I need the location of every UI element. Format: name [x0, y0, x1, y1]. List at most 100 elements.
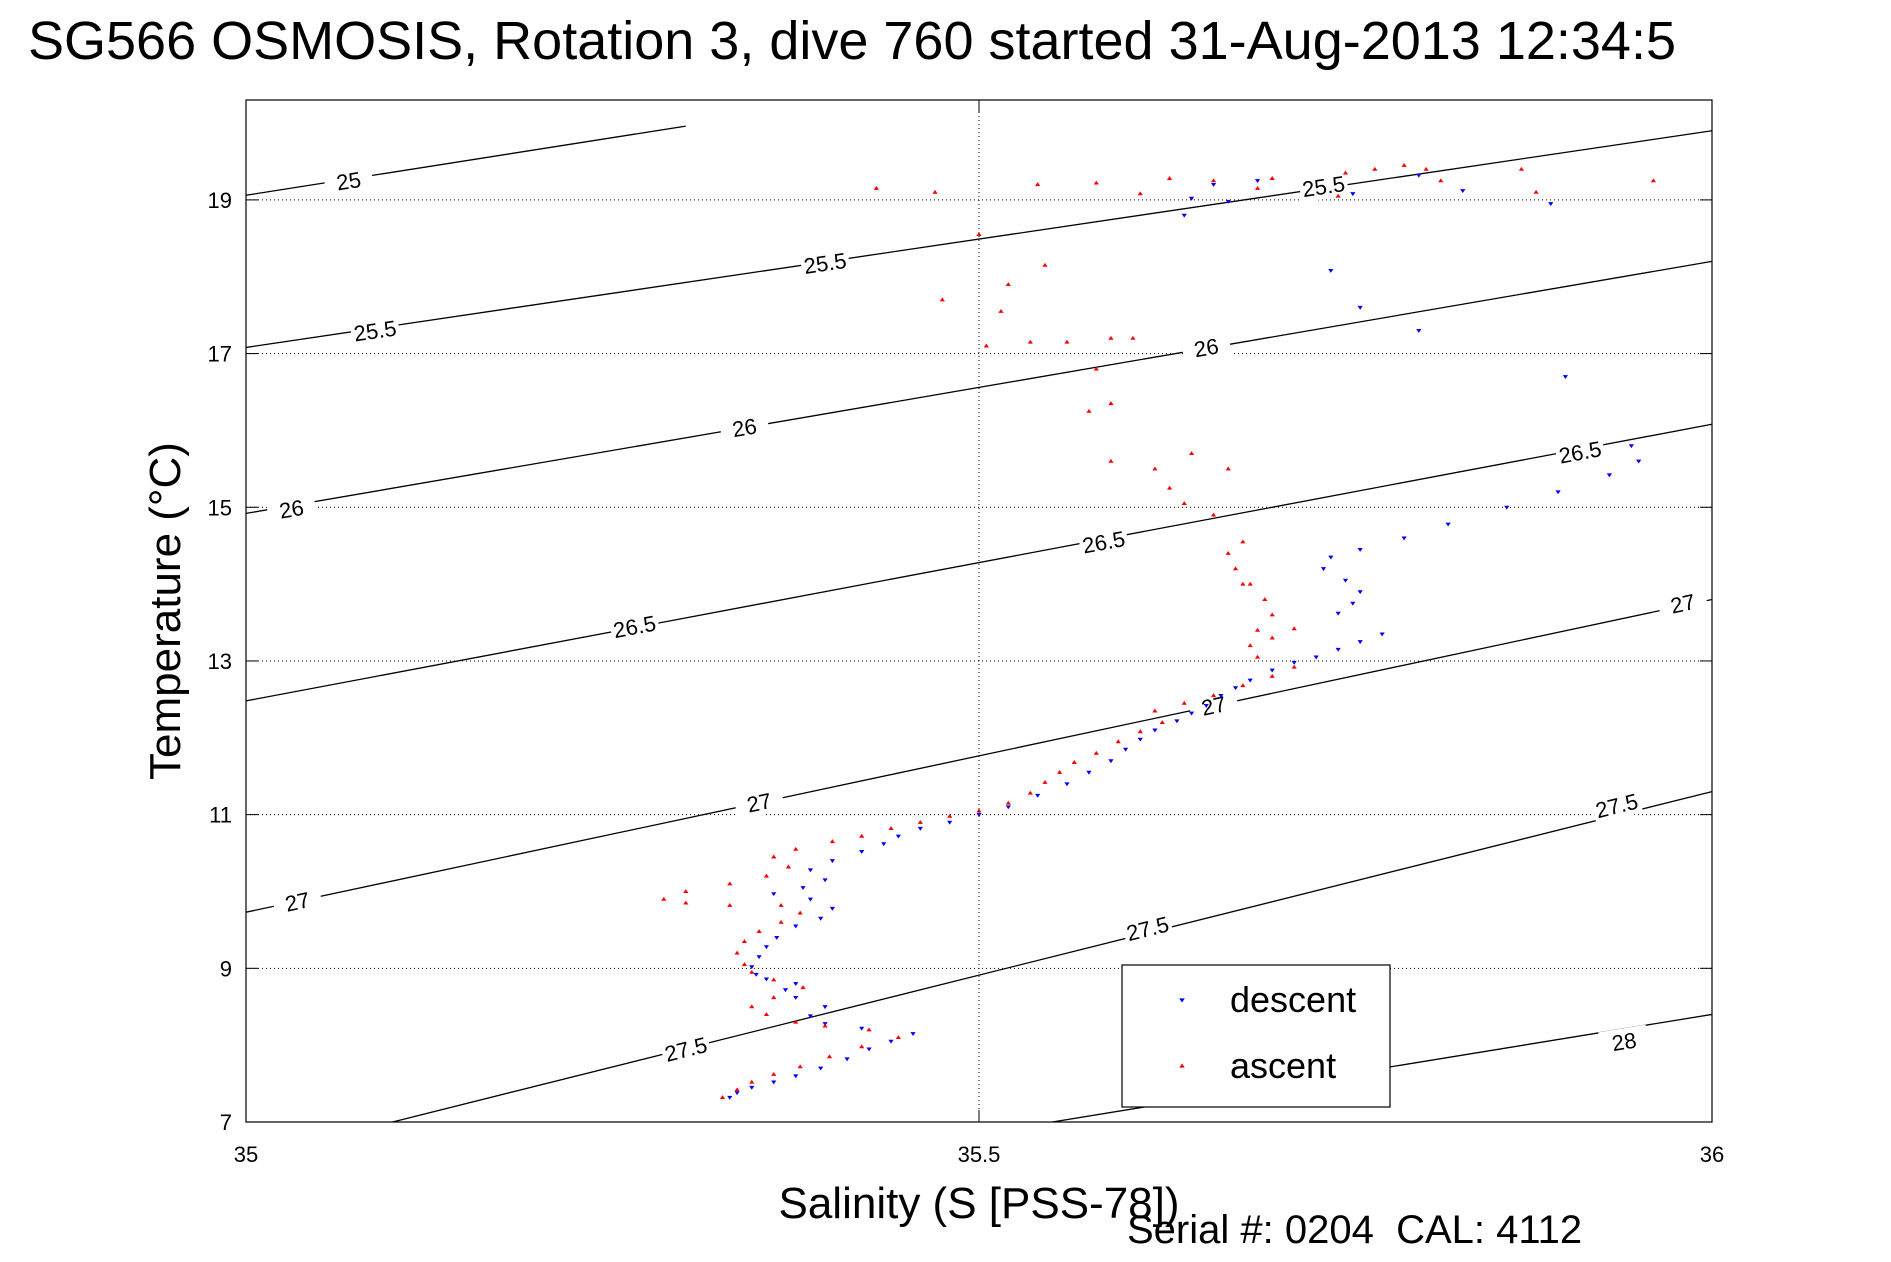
descent-point: [844, 1057, 850, 1062]
contour-label: 27: [283, 887, 312, 917]
ascent-point: [756, 929, 762, 933]
ascent-point: [683, 889, 689, 894]
descent-point: [1108, 759, 1114, 764]
descent-point: [1445, 522, 1451, 527]
contour-label: 27: [1668, 589, 1697, 619]
ascent-point: [1262, 597, 1268, 602]
descent-point: [771, 1080, 777, 1085]
descent-point: [1416, 328, 1422, 333]
ascent-point: [1130, 335, 1136, 340]
contour-label: 27.5: [1593, 789, 1641, 824]
ascent-point: [1225, 466, 1231, 471]
descent-point: [1350, 601, 1356, 606]
ascent-point: [1166, 176, 1173, 180]
descent-point: [1628, 444, 1634, 449]
ascent-point: [771, 977, 777, 982]
descent-point: [1357, 640, 1363, 645]
ascent-point: [1518, 166, 1525, 171]
serial-cal-label: Serial #: 0204 CAL: 4112: [1127, 1208, 1583, 1252]
contour-label-bg: [1297, 169, 1350, 203]
descent-point: [1086, 770, 1092, 775]
descent-point: [749, 1085, 755, 1090]
descent-point: [1210, 182, 1217, 187]
descent-point: [1379, 632, 1385, 637]
ascent-point: [1269, 635, 1275, 640]
descent-point: [1636, 459, 1642, 464]
descent-point: [1555, 490, 1561, 495]
descent-point: [763, 945, 770, 950]
descent-point: [749, 965, 755, 970]
ascent-point: [1093, 750, 1099, 755]
ascent-point: [1005, 282, 1011, 286]
ascent-point: [859, 833, 865, 838]
ascent-point: [771, 995, 777, 1000]
ascent-point: [1254, 186, 1261, 190]
descent-point: [818, 916, 824, 921]
ascent-point: [749, 1079, 755, 1084]
ascent-point: [741, 962, 748, 967]
descent-point: [1254, 179, 1261, 184]
x-tick-label: 35: [234, 1142, 258, 1167]
descent-point: [756, 955, 762, 960]
contour-label: 27.5: [1124, 912, 1172, 947]
ascent-point: [1064, 339, 1070, 344]
y-axis-label: Temperature (°C): [141, 442, 190, 780]
ascent-point: [866, 1027, 872, 1032]
contour-label-bg: [718, 410, 771, 445]
ascent-point: [1240, 683, 1246, 688]
ascent-point: [785, 864, 792, 869]
x-axis-label: Salinity (S [PSS-78]): [778, 1179, 1179, 1228]
ascent-point: [1210, 693, 1217, 698]
ascent-point: [1027, 339, 1033, 344]
contour-label-bg: [1554, 434, 1607, 470]
contour-label-bg: [1121, 909, 1175, 947]
contour-label-bg: [349, 314, 401, 347]
ascent-point: [1533, 189, 1539, 194]
descent-point: [807, 897, 814, 902]
ascent-point: [793, 846, 799, 851]
descent-point: [818, 1066, 824, 1071]
descent-point: [1247, 678, 1253, 683]
density-contours: 2525.525.525.526262626.526.526.527272727…: [246, 125, 1712, 1122]
data-points: [661, 162, 1656, 1100]
ascent-point: [661, 896, 667, 901]
ascent-point: [939, 297, 945, 302]
descent-point: [753, 972, 759, 977]
descent-point: [1291, 660, 1297, 665]
ascent-point: [1005, 800, 1011, 805]
descent-point: [829, 906, 835, 911]
ascent-point: [1342, 170, 1349, 175]
descent-point: [829, 859, 835, 864]
contour-label-bg: [608, 609, 661, 644]
descent-point: [1401, 536, 1407, 541]
descent-point: [1562, 375, 1568, 379]
descent-point: [881, 842, 887, 847]
contour-label: 28: [1610, 1028, 1638, 1057]
contour-label: 26.5: [611, 611, 658, 644]
contour-label-bg: [1187, 687, 1240, 724]
legend-box: [1121, 964, 1391, 1108]
y-tick-label: 7: [220, 1110, 232, 1135]
contour-label-bg: [1077, 524, 1130, 560]
ascent-point: [1210, 512, 1217, 517]
ascent-point: [771, 1072, 777, 1076]
ascent-point: [1269, 176, 1275, 180]
ascent-point: [749, 969, 755, 974]
ascent-point: [1071, 760, 1077, 764]
descent-point: [1005, 805, 1011, 810]
density-contour-line: [392, 790, 1712, 1122]
contour-label-bg: [1656, 585, 1709, 622]
contour-label-bg: [1590, 786, 1644, 824]
descent-point: [793, 995, 799, 1000]
density-contour-line: [246, 598, 1712, 913]
contour-label: 26: [1192, 334, 1220, 363]
ascent-point: [1108, 401, 1114, 406]
ascent-point: [1152, 466, 1158, 471]
ascent-point: [1254, 654, 1261, 659]
ascent-point: [932, 189, 938, 194]
descent-point: [895, 834, 901, 839]
ascent-point: [895, 1035, 901, 1040]
descent-point: [774, 936, 780, 940]
y-tick-label: 11: [209, 803, 232, 828]
descent-point: [910, 1032, 916, 1036]
